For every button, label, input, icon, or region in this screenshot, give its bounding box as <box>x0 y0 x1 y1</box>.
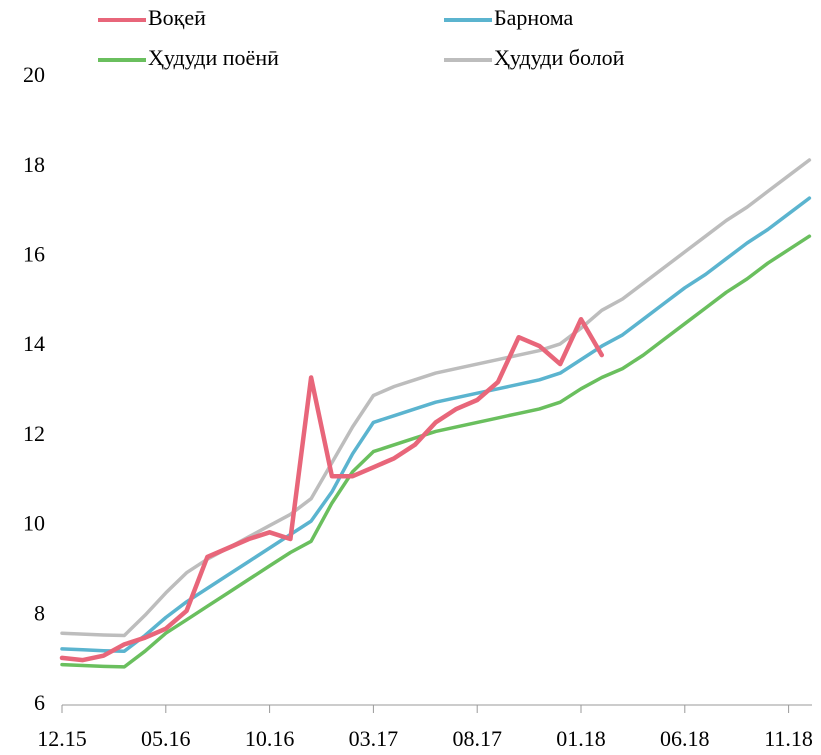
y-tick-label: 18 <box>23 152 45 177</box>
series-line <box>60 234 812 669</box>
x-tick-label: 01.18 <box>556 726 606 751</box>
legend-label: Ҳудуди болоӣ <box>494 45 625 70</box>
y-tick-label: 10 <box>23 511 45 536</box>
y-tick-label: 8 <box>34 600 45 625</box>
y-tick-label: 14 <box>23 331 45 356</box>
y-tick-label: 16 <box>23 241 45 266</box>
legend-label: Воқеӣ <box>148 5 206 30</box>
x-tick-label: 05.16 <box>141 726 191 751</box>
x-tick-label: 12.15 <box>37 726 87 751</box>
y-tick-label: 6 <box>34 690 45 715</box>
x-tick-label: 08.17 <box>452 726 502 751</box>
legend-label: Барнома <box>494 5 574 30</box>
series-line <box>59 316 605 663</box>
x-tick-label: 11.18 <box>764 726 813 751</box>
x-tick-label: 10.16 <box>245 726 295 751</box>
legend-label: Ҳудуди поёнӣ <box>148 45 279 70</box>
series-line <box>60 158 812 638</box>
y-tick-label: 12 <box>23 421 45 446</box>
series-line <box>60 196 812 653</box>
y-tick-label: 20 <box>23 62 45 87</box>
x-tick-label: 03.17 <box>349 726 399 751</box>
x-tick-label: 06.18 <box>660 726 710 751</box>
